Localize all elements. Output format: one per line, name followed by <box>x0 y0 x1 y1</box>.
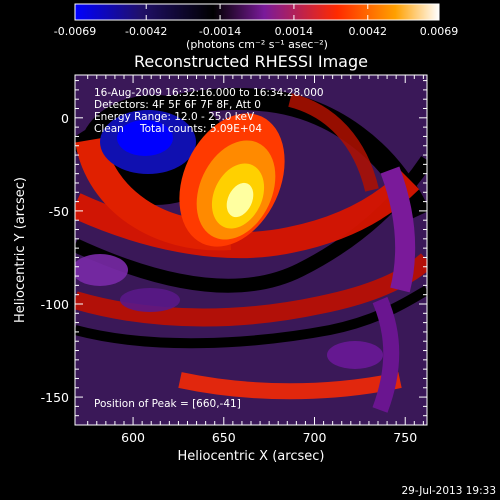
colorbar-tick-label: -0.0042 <box>125 25 167 38</box>
colorbar-gradient <box>74 3 440 21</box>
x-tick-label: 700 <box>303 430 327 445</box>
timestamp: 29-Jul-2013 19:33 <box>401 485 496 497</box>
heatmap-image <box>75 75 427 425</box>
x-tick-label: 600 <box>121 430 145 445</box>
colorbar: -0.0069 -0.0042 -0.0014 0.0014 0.0042 0.0069 … <box>54 3 458 51</box>
annotation-time-range: 16-Aug-2009 16:32:16.000 to 16:34:28.000 <box>94 87 324 99</box>
annotations: 16-Aug-2009 16:32:16.000 to 16:34:28.000… <box>94 87 324 410</box>
colorbar-tick-label: 0.0042 <box>349 25 388 38</box>
annotation-method: Clean <box>94 123 124 135</box>
colorbar-unit-label: (photons cm⁻² s⁻¹ asec⁻²) <box>186 38 328 51</box>
colorbar-tick-label: -0.0069 <box>54 25 96 38</box>
y-tick-label: -50 <box>49 204 69 219</box>
annotation-peak: Position of Peak = [660,-41] <box>94 398 241 410</box>
annotation-energy: Energy Range: 12.0 - 25.0 keV <box>94 111 255 123</box>
colorbar-tick-label: -0.0014 <box>199 25 241 38</box>
x-axis: 600 650 700 750 <box>87 75 424 445</box>
colorbar-tick-label: 0.0014 <box>275 25 314 38</box>
colorbar-tick-label: 0.0069 <box>420 25 459 38</box>
x-tick-label: 750 <box>393 430 417 445</box>
annotation-counts: Total counts: 5.09E+04 <box>139 123 262 135</box>
y-tick-label: -150 <box>41 390 69 405</box>
y-tick-label: 0 <box>61 111 69 126</box>
y-axis: 0 -50 -100 -150 <box>41 80 427 417</box>
y-tick-label: -100 <box>41 297 69 312</box>
x-axis-title: Heliocentric X (arcsec) <box>178 449 325 464</box>
plot-title: Reconstructed RHESSI Image <box>134 52 368 71</box>
annotation-detectors: Detectors: 4F 5F 6F 7F 8F, Att 0 <box>94 99 261 111</box>
y-axis-title: Heliocentric Y (arcsec) <box>13 177 28 323</box>
colorbar-ticks: -0.0069 -0.0042 -0.0014 0.0014 0.0042 0.0069 <box>54 4 458 38</box>
x-tick-label: 650 <box>212 430 236 445</box>
